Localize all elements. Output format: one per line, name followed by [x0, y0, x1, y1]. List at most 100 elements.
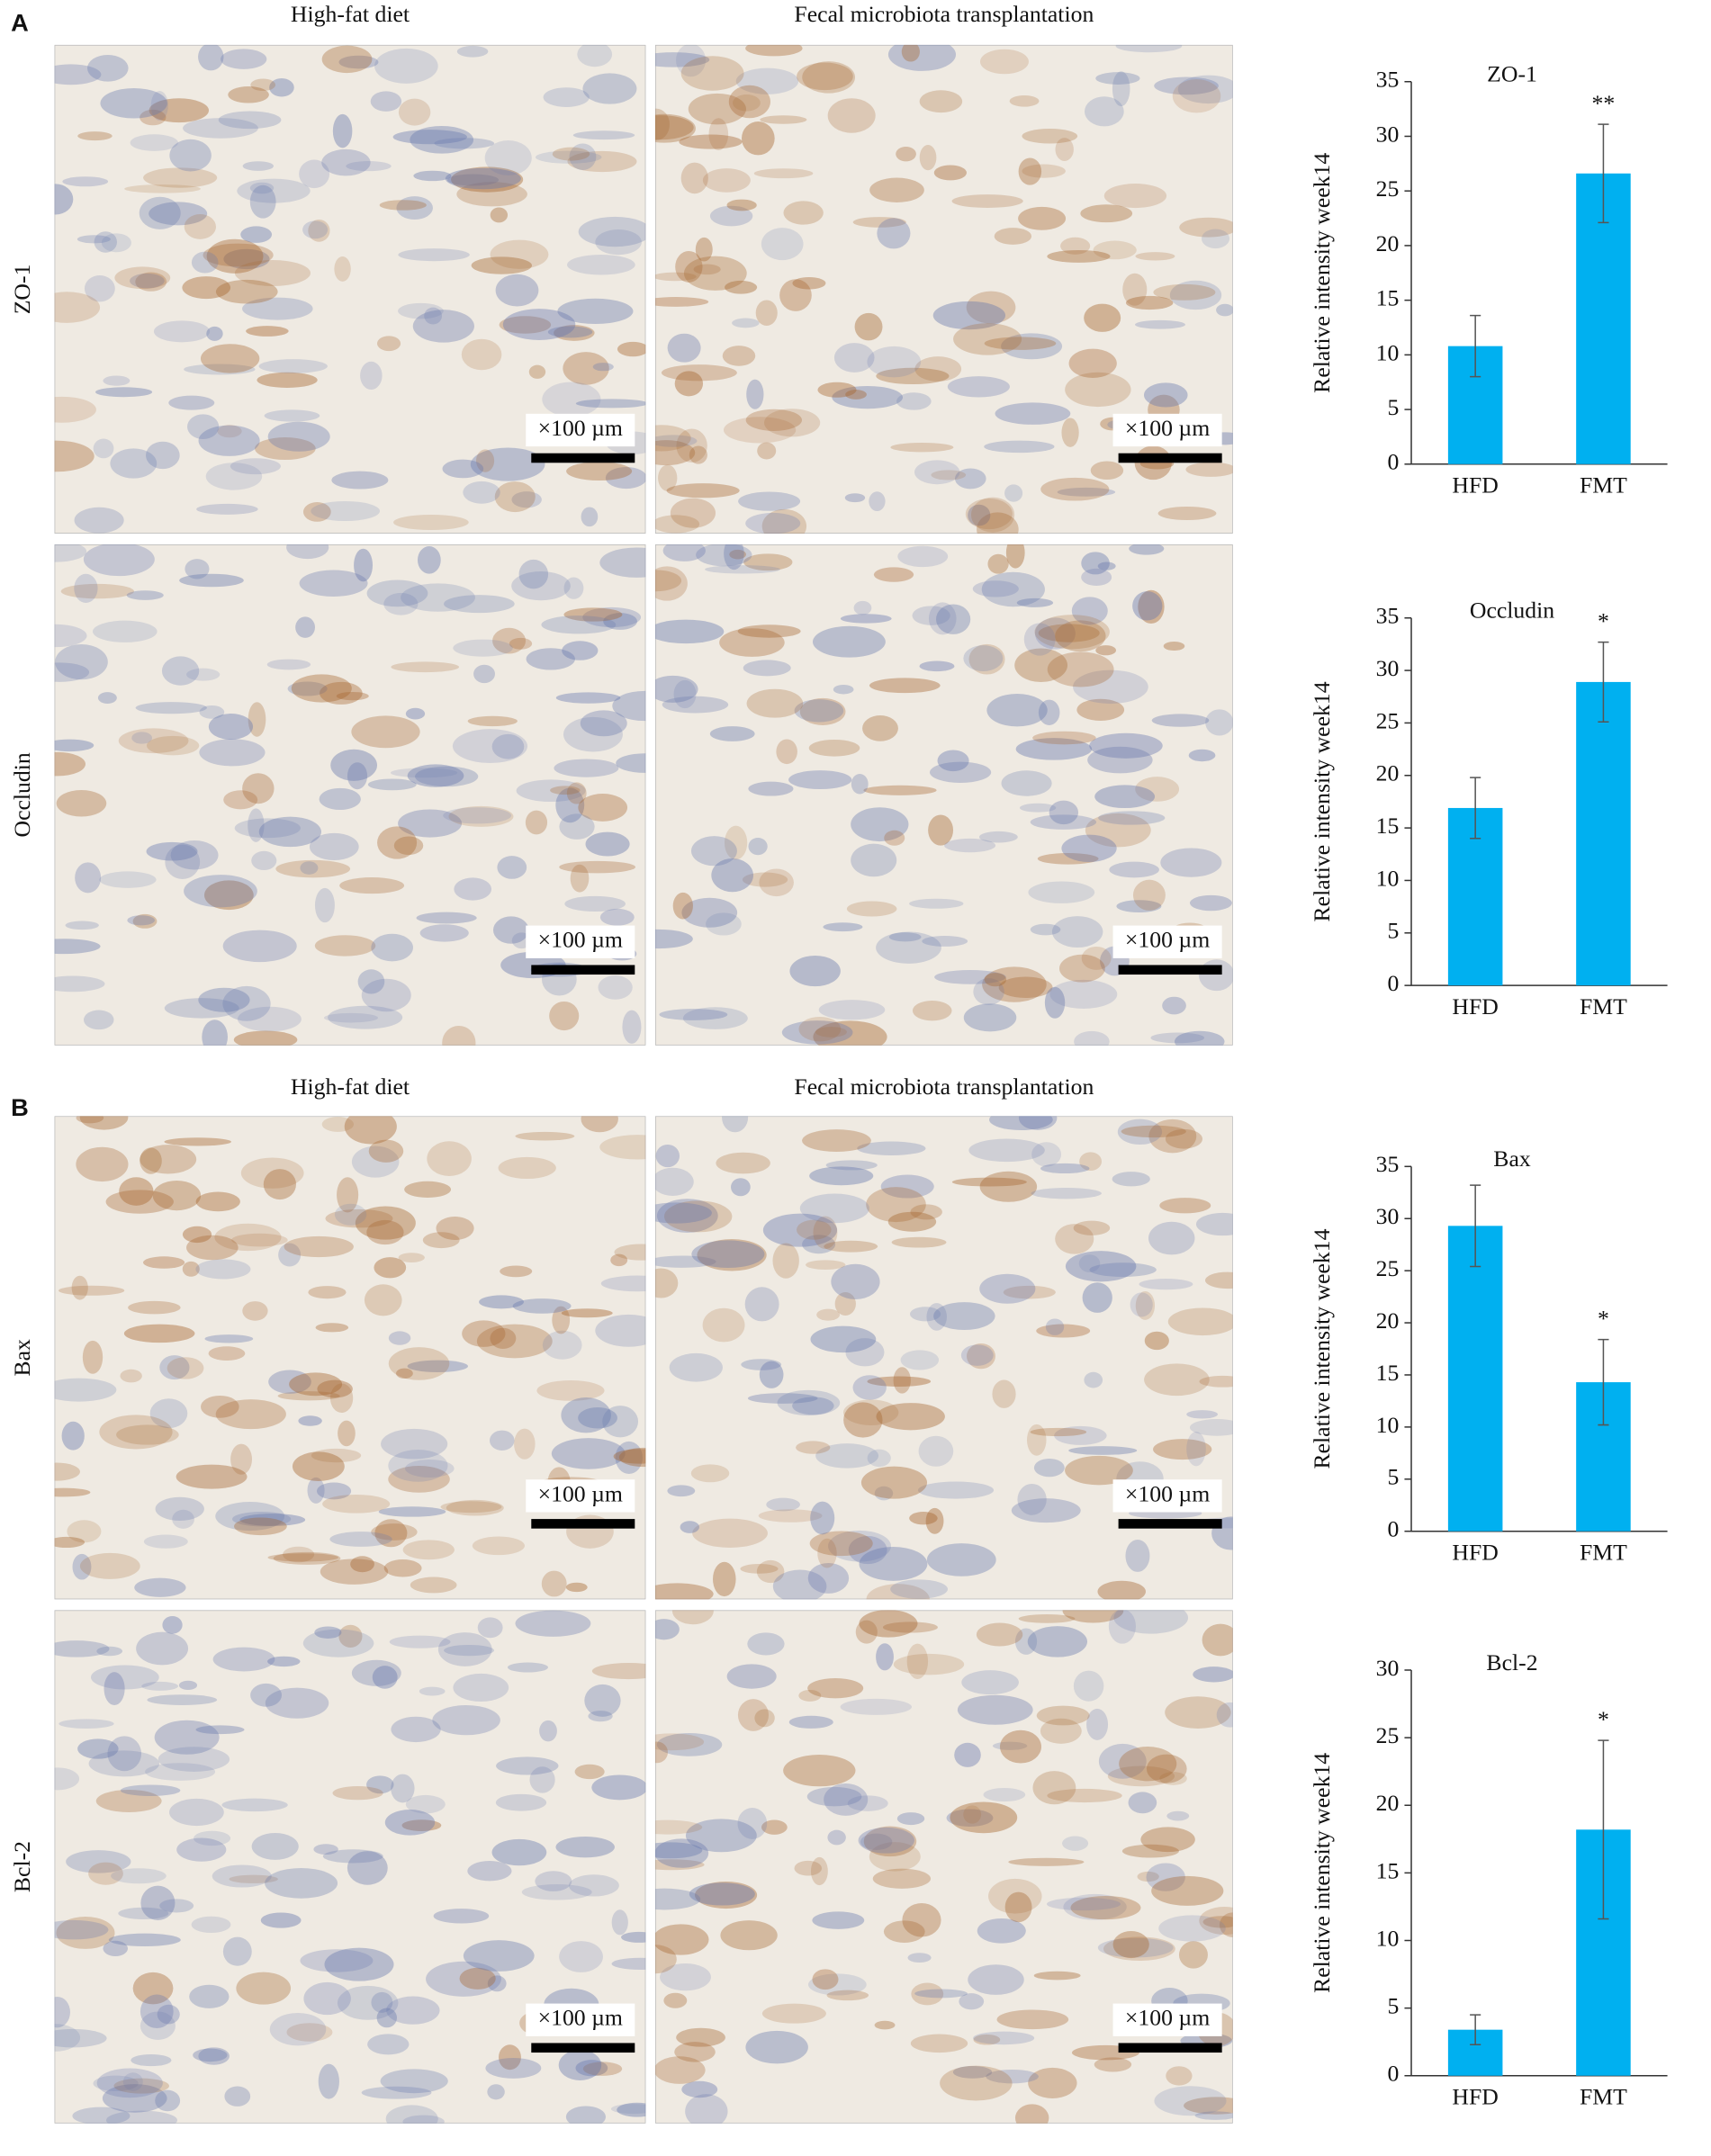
tissue-texture — [442, 1025, 476, 1046]
micrograph-bg — [655, 1610, 1233, 2124]
tissue-texture — [330, 749, 378, 781]
x-tick-label: FMT — [1580, 1539, 1627, 1565]
tissue-texture — [338, 55, 379, 69]
panel-letter: A — [11, 8, 29, 36]
tissue-texture — [242, 1301, 268, 1321]
tissue-texture — [1018, 1614, 1076, 1623]
tissue-texture — [263, 1169, 297, 1200]
tissue-texture — [808, 739, 860, 757]
tissue-texture — [610, 2104, 646, 2115]
tissue-texture — [476, 1324, 553, 1359]
tissue-texture — [361, 978, 411, 1012]
tissue-texture — [968, 1964, 1024, 1995]
tissue-texture — [321, 45, 373, 74]
tissue-texture — [562, 641, 599, 660]
tissue-texture — [724, 825, 748, 860]
tissue-texture — [726, 199, 757, 211]
tissue-texture — [526, 648, 575, 670]
micrograph — [54, 1610, 646, 2124]
tissue-texture — [165, 844, 201, 879]
tissue-texture — [616, 753, 646, 773]
tissue-texture — [515, 1131, 575, 1141]
tissue-texture — [1189, 894, 1232, 912]
tissue-texture — [852, 1375, 887, 1400]
tissue-texture — [249, 182, 275, 194]
tissue-texture — [159, 1899, 194, 1913]
tissue-texture — [746, 688, 804, 718]
tissue-texture — [536, 1379, 605, 1401]
tissue-texture — [157, 2004, 180, 2025]
tissue-texture — [529, 1766, 555, 1793]
tissue-texture — [74, 507, 124, 534]
y-tick-label: 20 — [1376, 230, 1400, 256]
y-tick-label: 20 — [1376, 760, 1400, 786]
tissue-texture — [110, 448, 158, 479]
tissue-texture — [1172, 79, 1221, 113]
tissue-texture — [719, 628, 785, 657]
tissue-texture — [1032, 1771, 1076, 1805]
tissue-texture — [360, 361, 383, 391]
tissue-texture — [1071, 597, 1108, 625]
tissue-texture — [265, 1687, 329, 1719]
tissue-texture — [494, 481, 536, 513]
tissue-texture — [1205, 709, 1233, 736]
tissue-texture — [1094, 785, 1156, 809]
error-bar — [1598, 1338, 1609, 1426]
tissue-texture — [334, 1203, 367, 1226]
tissue-texture — [67, 1520, 102, 1543]
tissue-texture — [388, 1450, 448, 1482]
tissue-texture — [840, 614, 892, 624]
tissue-texture — [595, 229, 642, 256]
tissue-texture — [1078, 1254, 1101, 1272]
tissue-texture — [746, 379, 764, 409]
tissue-texture — [863, 785, 937, 795]
tissue-texture — [1202, 1623, 1233, 1657]
tissue-texture — [760, 115, 807, 124]
tissue-texture — [189, 1984, 230, 2008]
tissue-texture — [347, 1851, 388, 1885]
tissue-texture — [1014, 1628, 1038, 1655]
tissue-texture — [869, 1842, 921, 1872]
tissue-texture — [809, 1166, 874, 1186]
tissue-texture — [1132, 591, 1163, 621]
tissue-texture — [509, 637, 533, 650]
tissue-texture — [1082, 1282, 1112, 1313]
tissue-texture — [1031, 1142, 1062, 1167]
tissue-texture — [599, 547, 646, 578]
y-tick-label: 25 — [1376, 707, 1400, 733]
tissue-texture — [981, 571, 1045, 607]
tissue-texture — [669, 1352, 723, 1382]
tissue-texture — [982, 966, 1047, 1002]
tissue-texture — [152, 1180, 202, 1211]
tissue-texture — [1146, 1863, 1185, 1891]
tissue-texture — [681, 897, 738, 928]
tissue-texture — [135, 702, 207, 714]
tissue-texture — [815, 1443, 879, 1469]
tissue-texture — [149, 1398, 188, 1429]
tissue-texture — [588, 1711, 613, 1722]
tissue-texture — [72, 1553, 92, 1580]
x-tick-label: HFD — [1452, 472, 1498, 498]
tissue-texture — [240, 1157, 304, 1189]
tissue-texture — [178, 1680, 198, 1691]
tissue-texture — [54, 64, 102, 85]
tissue-texture — [745, 2030, 808, 2064]
tissue-texture — [240, 226, 273, 243]
tissue-texture — [575, 2060, 608, 2077]
tissue-texture — [215, 1501, 285, 1532]
tissue-texture — [130, 134, 178, 151]
tissue-texture — [337, 1177, 359, 1213]
tissue-texture — [551, 1438, 626, 1469]
significance: * — [1598, 607, 1609, 633]
tissue-texture — [502, 309, 576, 340]
tissue-texture — [269, 2013, 327, 2046]
tissue-texture — [1040, 477, 1110, 501]
tissue-texture — [897, 545, 949, 568]
tissue-texture — [655, 1619, 680, 1640]
tissue-texture — [944, 838, 996, 853]
tissue-texture — [577, 44, 613, 67]
tissue-texture — [202, 1020, 228, 1046]
tissue-texture — [876, 1403, 945, 1431]
tissue-texture — [1165, 1128, 1203, 1149]
column-header: High-fat diet — [291, 1074, 410, 1100]
